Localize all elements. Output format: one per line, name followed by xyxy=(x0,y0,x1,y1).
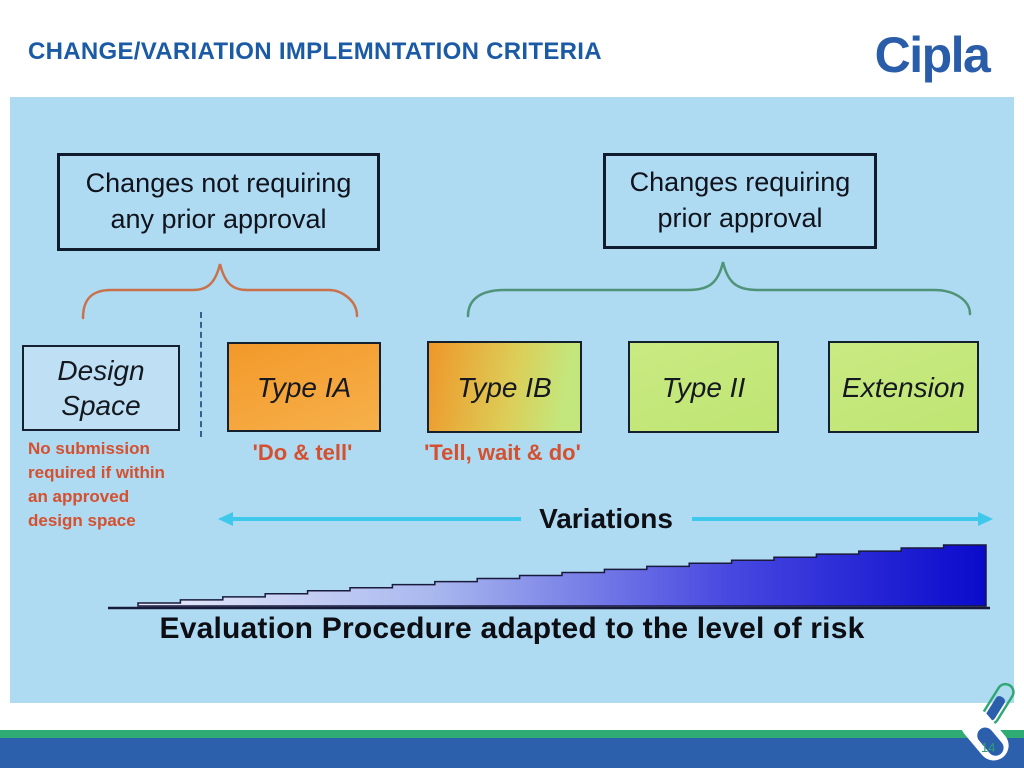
box-type-ii: Type II xyxy=(628,341,779,433)
tell-wait-do-label: 'Tell, wait & do' xyxy=(424,440,581,465)
footer-blue-bar xyxy=(0,738,1024,768)
no-submission-note: No submission required if within an appr… xyxy=(28,439,165,531)
page-number: 14 xyxy=(981,740,996,755)
page-title: CHANGE/VARIATION IMPLEMNTATION CRITERIA xyxy=(28,38,602,65)
risk-caption: Evaluation Procedure adapted to the leve… xyxy=(159,612,865,645)
dashed-divider xyxy=(200,312,202,437)
variations-label: Variations xyxy=(539,503,673,534)
risk-wedge-icon xyxy=(108,544,990,610)
box-changes-not-requiring: Changes not requiring any prior approval xyxy=(57,153,380,251)
left-brace-icon xyxy=(81,263,359,320)
variations-arrow-icon xyxy=(218,512,993,526)
box-design-space: Design Space xyxy=(22,345,180,431)
box-changes-requiring: Changes requiring prior approval xyxy=(603,153,877,249)
cipla-emblem-icon xyxy=(960,682,1015,761)
cipla-logo: Cipla xyxy=(874,27,991,83)
box-extension: Extension xyxy=(828,341,979,433)
box-type-ia: Type IA xyxy=(227,342,381,432)
footer-green-bar xyxy=(0,730,1024,738)
box-type-ib: Type IB xyxy=(427,341,582,433)
right-brace-icon xyxy=(466,261,972,318)
do-and-tell-label: 'Do & tell' xyxy=(252,440,353,465)
